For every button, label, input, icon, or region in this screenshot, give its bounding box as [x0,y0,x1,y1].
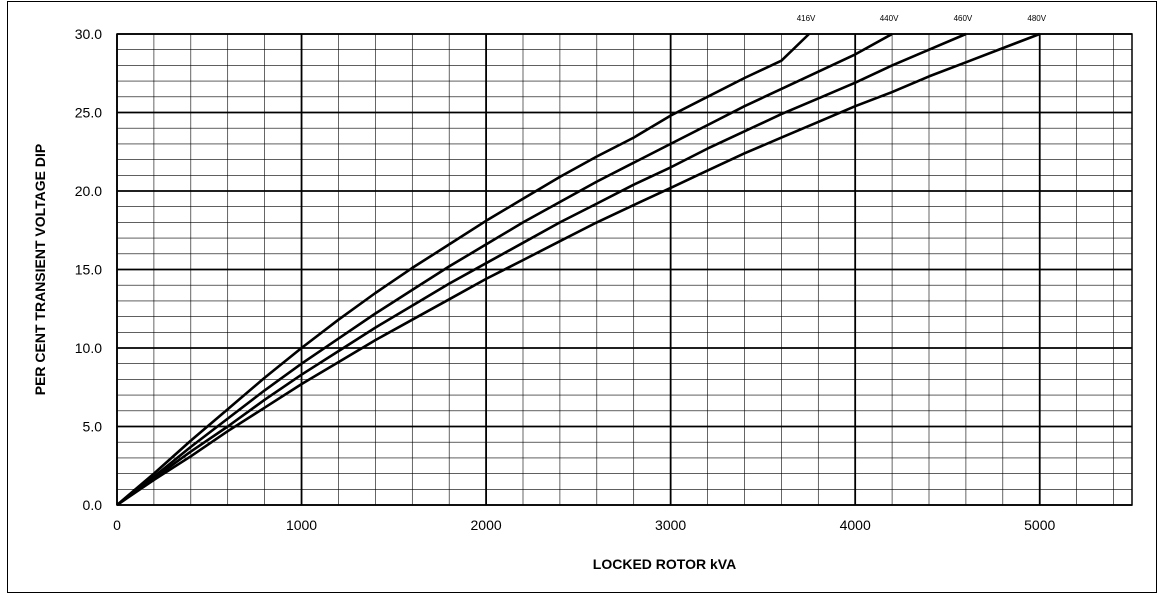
y-tick-label: 10.0 [75,340,102,356]
x-tick-label: 5000 [1024,517,1055,533]
x-tick-label: 0 [113,517,121,533]
series-line-440V [116,32,893,507]
x-axis-title: LOCKED ROTOR kVA [593,556,736,572]
y-tick-label: 25.0 [75,105,102,121]
plot-area-border [116,33,1133,506]
y-tick-labels: 0.0 5.0 10.0 15.0 20.0 25.0 30.0 [75,26,102,513]
y-tick-label: 15.0 [75,262,102,278]
series-line-480V [116,32,1041,507]
y-tick-label: 20.0 [75,183,102,199]
x-tick-label: 2000 [471,517,502,533]
major-grid [116,33,1132,506]
plot-border [116,33,1133,506]
series-label-480V: 480V [1027,14,1046,23]
series-line-416V [116,33,810,506]
x-tick-labels: 0 1000 2000 3000 4000 5000 [113,517,1055,533]
y-axis-title: PER CENT TRANSIENT VOLTAGE DIP [32,144,48,396]
chart-frame [7,1,1157,593]
series-labels: 416V 440V 460V 480V [797,14,1047,23]
series-line-460V [116,32,967,507]
x-tick-label: 4000 [840,517,871,533]
x-tick-label: 1000 [286,517,317,533]
y-tick-label: 5.0 [83,419,103,435]
series-label-416V: 416V [797,14,816,23]
y-tick-label: 30.0 [75,26,102,42]
y-tick-label: 0.0 [83,497,103,513]
series-label-440V: 440V [880,14,899,23]
series-label-460V: 460V [954,14,973,23]
series-lines [116,32,1041,507]
x-tick-label: 3000 [655,517,686,533]
